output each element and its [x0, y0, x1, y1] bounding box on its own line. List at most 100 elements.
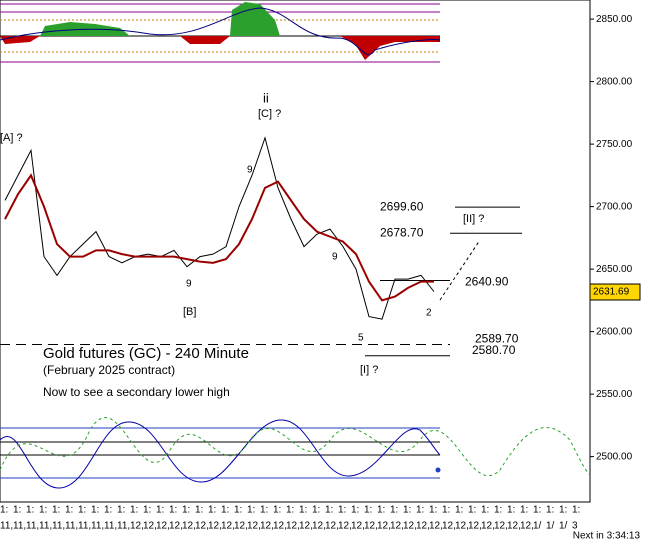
- x-tick-label: 1:: [559, 505, 567, 516]
- x-tick-label: 1:: [221, 505, 229, 516]
- x-tick-label: 1/: [533, 521, 542, 532]
- level-label: 2678.70: [380, 225, 424, 239]
- x-tick-label: 1:: [312, 505, 320, 516]
- x-tick-label: 1:: [364, 505, 372, 516]
- x-tick-label: 12,: [416, 521, 430, 532]
- x-tick-label: 11,: [104, 521, 117, 532]
- bottom-oscillator: [0, 417, 591, 489]
- y-tick-label: 2850.00: [596, 14, 633, 25]
- x-tick-label: 1:: [65, 505, 73, 516]
- last-price-box: [589, 283, 641, 301]
- x-tick-label: 1:: [299, 505, 307, 516]
- last-price-label: 2631.69: [593, 287, 630, 298]
- level-label: 2580.70: [472, 343, 516, 357]
- x-tick-label: 1:: [182, 505, 190, 516]
- x-tick-label: 12,: [169, 521, 183, 532]
- x-tick-label: 12,: [364, 521, 378, 532]
- series-line: [4, 173, 434, 302]
- wave-label: [C] ?: [258, 108, 281, 120]
- x-tick-label: 1:: [260, 505, 268, 516]
- x-tick-label: 12,: [494, 521, 508, 532]
- x-tick-label: 1/: [546, 521, 555, 532]
- x-tick-label: 12,: [351, 521, 365, 532]
- x-tick-label: 11,: [39, 521, 52, 532]
- x-tick-label: 12,: [507, 521, 521, 532]
- plot-frame: [0, 0, 591, 503]
- annotation: Now to see a secondary lower high: [43, 385, 230, 399]
- x-tick-label: 1:: [403, 505, 411, 516]
- x-tick-label: 12,: [325, 521, 339, 532]
- x-tick-label: 1:: [429, 505, 437, 516]
- x-tick-label: 1:: [455, 505, 463, 516]
- x-tick-label: 12,: [273, 521, 287, 532]
- x-tick-label: 11,: [78, 521, 91, 532]
- x-tick-label: 1:: [546, 505, 554, 516]
- wave-label: 9: [332, 252, 338, 263]
- x-tick-label: 12,: [130, 521, 144, 532]
- chart-subtitle: (February 2025 contract): [43, 363, 175, 377]
- x-tick-label: 1/: [559, 521, 568, 532]
- x-tick-label: 1:: [195, 505, 203, 516]
- x-tick-label: 12,: [234, 521, 248, 532]
- projection: [439, 239, 481, 301]
- x-tick-label: 12,: [143, 521, 157, 532]
- wave-label: ii: [263, 90, 269, 105]
- x-tick-label: 12,: [260, 521, 274, 532]
- footer: Next in 3:34:13: [573, 531, 641, 542]
- wave-label: 9: [247, 165, 253, 176]
- x-tick-label: 1:: [572, 505, 580, 516]
- wave-label: [B]: [183, 306, 196, 318]
- x-tick-label: 1:: [507, 505, 515, 516]
- x-tick-label: 1:: [208, 505, 216, 516]
- x-tick-label: 1:: [104, 505, 112, 516]
- x-tick-label: 1:: [442, 505, 450, 516]
- y-tick-label: 2650.00: [596, 264, 633, 275]
- x-tick-label: 11,: [117, 521, 130, 532]
- level-label: 2589.70: [475, 332, 519, 346]
- y-tick-label: 2700.00: [596, 201, 633, 212]
- x-tick-label: 1:: [156, 505, 164, 516]
- x-tick-label: 1:: [0, 505, 8, 516]
- x-tick-label: 1:: [481, 505, 489, 516]
- x-tick-label: 1:: [117, 505, 125, 516]
- x-tick-label: 12,: [221, 521, 235, 532]
- x-tick-label: 1:: [494, 505, 502, 516]
- y-tick-label: 2750.00: [596, 139, 633, 150]
- x-tick-label: 1:: [247, 505, 255, 516]
- x-tick-label: 11,: [91, 521, 104, 532]
- x-tick-label: 11,: [0, 521, 13, 532]
- series-line: [4, 136, 435, 320]
- wave-label: [II] ?: [463, 213, 484, 225]
- top-oscillator: [0, 2, 441, 63]
- x-tick-label: 1:: [234, 505, 242, 516]
- x-tick-label: 1:: [520, 505, 528, 516]
- x-tick-label: 12,: [520, 521, 534, 532]
- x-tick-label: 12,: [377, 521, 391, 532]
- x-tick-label: 1:: [390, 505, 398, 516]
- x-tick-label: 1:: [533, 505, 541, 516]
- x-tick-label: 1:: [468, 505, 476, 516]
- wave-label: [A] ?: [0, 132, 23, 144]
- x-tick-label: 12,: [195, 521, 209, 532]
- x-tick-label: 12,: [208, 521, 222, 532]
- x-tick-label: 11,: [26, 521, 39, 532]
- x-tick-label: 12,: [299, 521, 313, 532]
- x-tick-label: 12,: [455, 521, 469, 532]
- x-tick-label: 1:: [325, 505, 333, 516]
- x-tick-label: 12,: [312, 521, 326, 532]
- x-tick-label: 1:: [273, 505, 281, 516]
- x-tick-label: 1:: [351, 505, 359, 516]
- x-tick-label: 1:: [286, 505, 294, 516]
- x-tick-label: 1:: [416, 505, 424, 516]
- x-tick-label: 1:: [338, 505, 346, 516]
- x-tick-label: 1:: [91, 505, 99, 516]
- x-tick-label: 12,: [286, 521, 300, 532]
- x-tick-label: 12,: [481, 521, 495, 532]
- x-tick-label: 1:: [13, 505, 21, 516]
- x-tick-label: 11,: [13, 521, 26, 532]
- x-tick-label: 12,: [182, 521, 196, 532]
- x-tick-label: 12,: [468, 521, 482, 532]
- x-tick-label: 12,: [156, 521, 170, 532]
- x-tick-label: 1:: [39, 505, 47, 516]
